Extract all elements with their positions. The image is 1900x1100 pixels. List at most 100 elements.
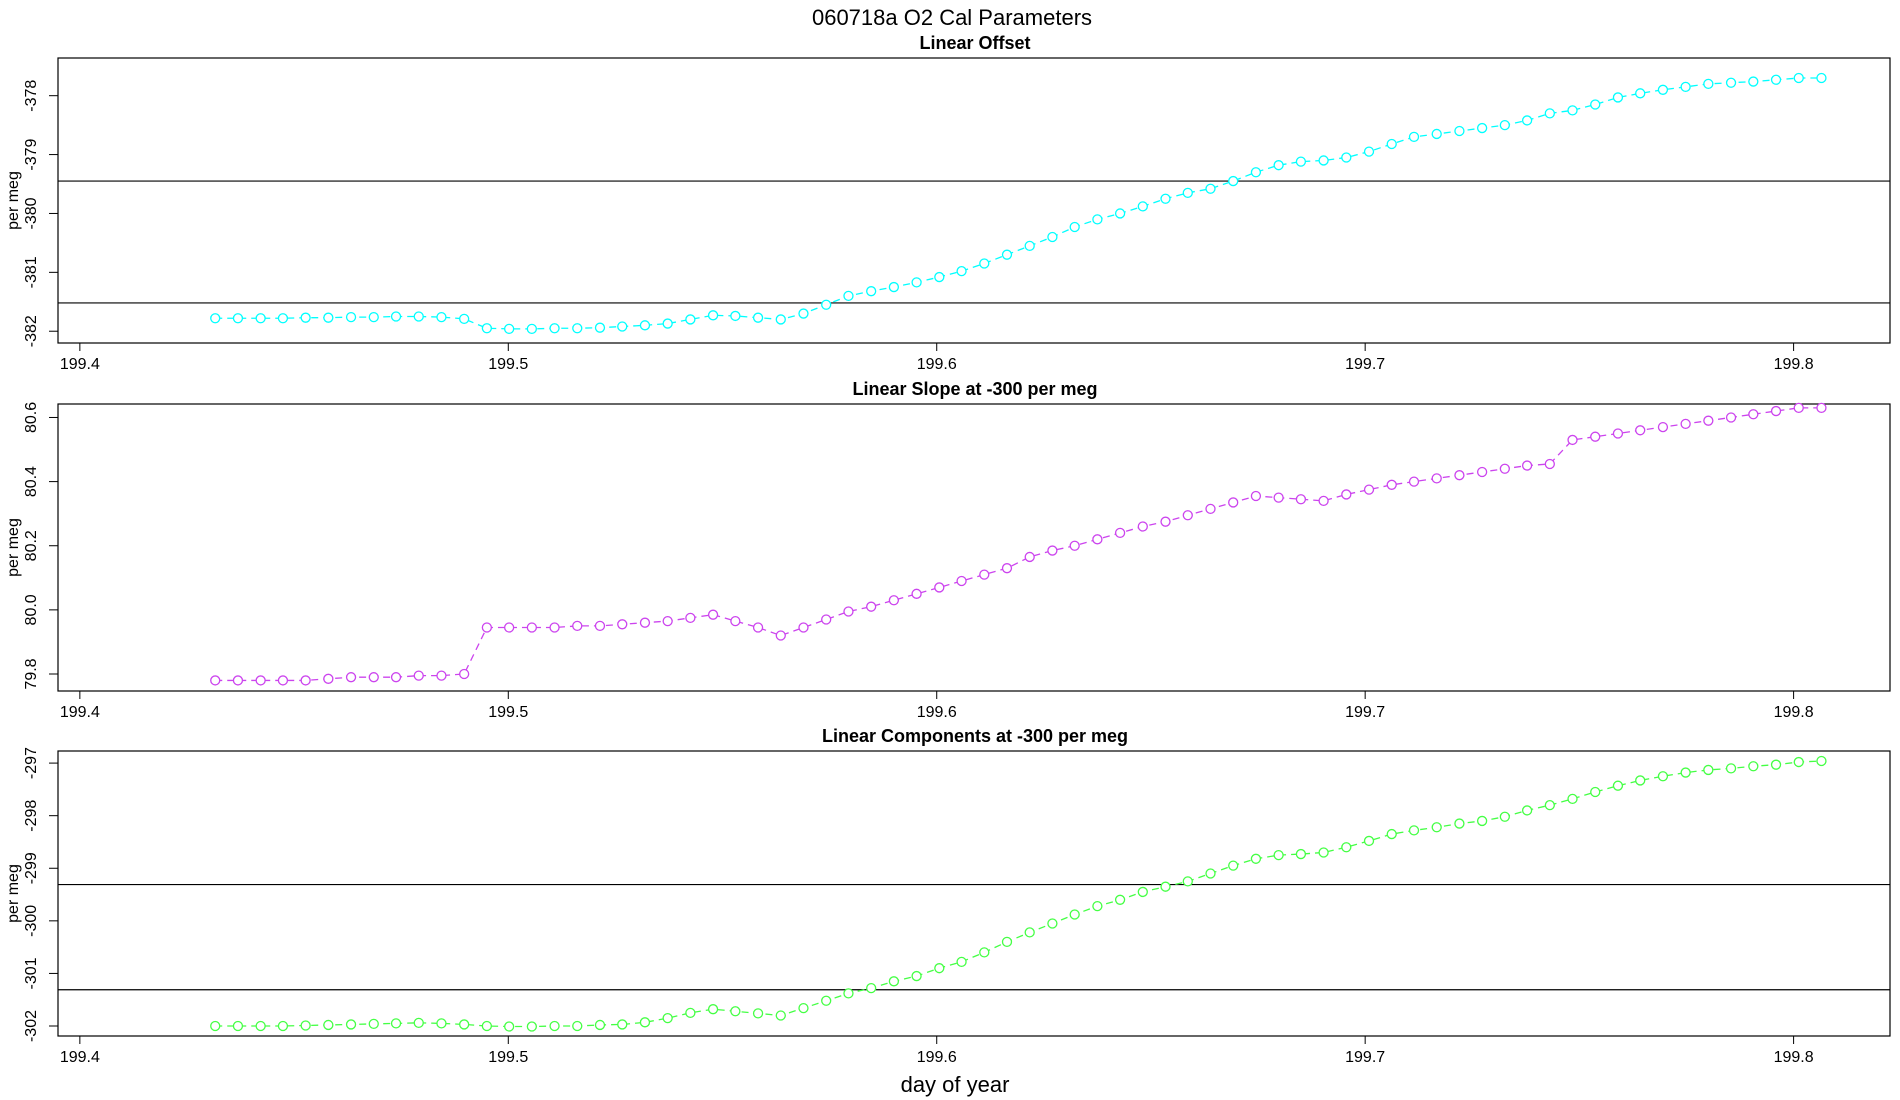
- data-point: [1590, 99, 1601, 110]
- data-point: [1182, 510, 1193, 521]
- data-point: [1205, 183, 1216, 194]
- data-point: [1748, 409, 1759, 420]
- data-point: [1069, 540, 1080, 551]
- x-tick-label: 199.8: [1774, 704, 1814, 721]
- data-point: [1228, 175, 1239, 187]
- data-point: [1114, 527, 1126, 539]
- y-tick-label: 80.0: [23, 594, 40, 625]
- data-point: [549, 622, 560, 633]
- data-point: [1408, 131, 1420, 143]
- data-point: [1590, 431, 1601, 442]
- plot-box: [57, 750, 1891, 1037]
- data-point: [775, 630, 786, 641]
- data-point: [413, 311, 424, 322]
- data-point: [1001, 936, 1013, 948]
- data-point: [730, 1006, 741, 1017]
- data-point: [503, 323, 515, 335]
- data-point: [1250, 853, 1262, 864]
- y-tick-label: 79.8: [23, 658, 40, 689]
- data-point: [888, 281, 900, 293]
- data-point: [1205, 503, 1216, 515]
- data-point: [911, 970, 922, 982]
- data-point: [1431, 822, 1442, 833]
- data-point: [1341, 152, 1352, 163]
- data-point: [1160, 516, 1171, 527]
- data-point: [1703, 764, 1714, 776]
- panel-title: Linear Slope at -300 per meg: [852, 379, 1097, 399]
- data-point: [1341, 842, 1352, 853]
- x-tick-label: 199.6: [917, 356, 957, 373]
- data-point: [481, 1020, 493, 1032]
- data-point: [503, 622, 515, 633]
- data-point: [210, 1020, 221, 1032]
- data-point: [775, 314, 786, 325]
- data-point: [1137, 886, 1148, 898]
- data-point: [1454, 470, 1465, 481]
- data-point: [413, 670, 424, 681]
- data-point: [1635, 425, 1646, 436]
- data-point: [572, 1020, 583, 1032]
- data-point: [730, 310, 741, 322]
- data-point: [323, 312, 334, 323]
- data-point: [1476, 815, 1488, 827]
- data-point: [662, 615, 673, 627]
- data-point: [1612, 780, 1624, 791]
- data-point: [232, 675, 244, 686]
- data-point: [255, 675, 266, 686]
- data-point: [1137, 521, 1148, 532]
- data-point: [1454, 125, 1465, 137]
- data-point: [436, 311, 447, 323]
- data-point: [1544, 458, 1555, 470]
- data-point: [1816, 402, 1827, 413]
- data-point: [1408, 825, 1420, 836]
- data-point: [1816, 72, 1827, 84]
- data-point: [368, 672, 379, 683]
- data-point: [1363, 835, 1375, 847]
- data-point: [821, 995, 832, 1006]
- data-point: [1363, 484, 1375, 495]
- x-tick-label: 199.7: [1345, 356, 1385, 373]
- data-point: [594, 620, 606, 632]
- data-point: [1182, 187, 1193, 198]
- data-point: [798, 308, 809, 319]
- data-point: [843, 290, 854, 302]
- data-point: [255, 1020, 266, 1032]
- data-point: [1092, 900, 1103, 912]
- data-point: [1250, 490, 1262, 502]
- data-point: [662, 318, 673, 329]
- data-point: [617, 321, 628, 332]
- data-point: [1521, 115, 1533, 126]
- data-point: [956, 575, 967, 587]
- data-point: [1341, 489, 1352, 500]
- data-point: [1770, 759, 1782, 770]
- data-point: [300, 1020, 311, 1031]
- y-tick-label: -297: [23, 747, 40, 779]
- data-point: [911, 588, 922, 599]
- y-tick-label: -301: [23, 957, 40, 989]
- data-point: [821, 299, 832, 310]
- x-tick-label: 199.5: [488, 704, 528, 721]
- data-point: [323, 1019, 334, 1031]
- data-point: [1318, 495, 1329, 506]
- data-point: [572, 620, 583, 632]
- data-point: [1635, 775, 1646, 786]
- data-point: [617, 619, 628, 630]
- data-point: [1680, 81, 1691, 93]
- data-point: [1069, 909, 1080, 920]
- data-point: [888, 976, 900, 987]
- data-point: [1363, 146, 1375, 157]
- x-tick-label: 199.4: [60, 1049, 100, 1066]
- data-point: [956, 266, 967, 277]
- data-point: [481, 323, 493, 334]
- data-point: [1590, 786, 1601, 798]
- data-point: [549, 323, 560, 334]
- series-line: [215, 760, 1822, 1028]
- x-tick-label: 199.7: [1345, 1049, 1385, 1066]
- data-point: [1047, 545, 1058, 556]
- data-point: [1182, 876, 1193, 887]
- data-point: [210, 313, 221, 324]
- data-point: [639, 320, 651, 331]
- data-point: [1295, 848, 1307, 860]
- data-point: [979, 569, 990, 580]
- series-line: [215, 77, 1822, 330]
